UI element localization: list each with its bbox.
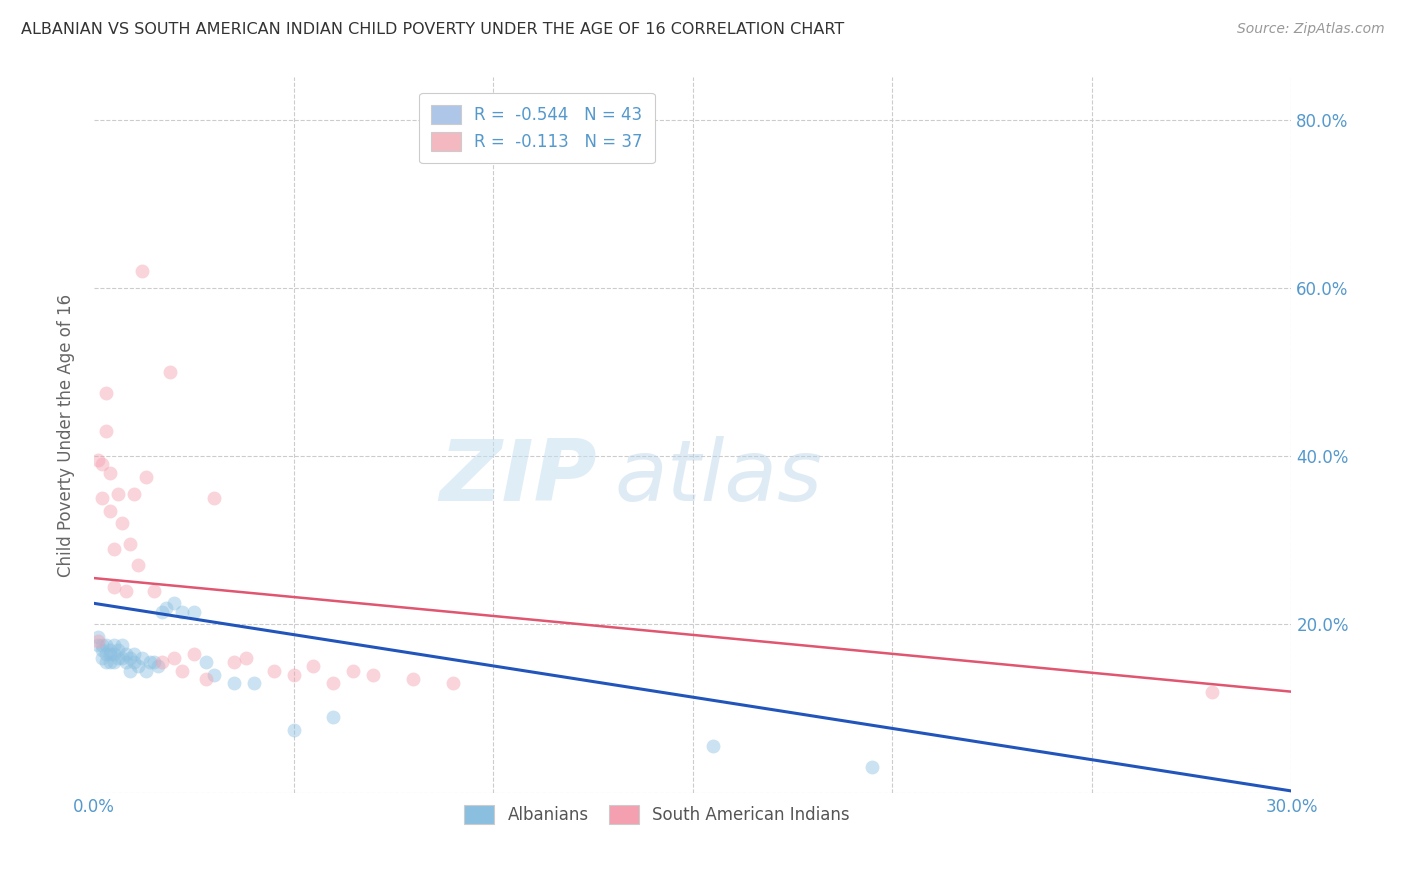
Point — [194, 655, 217, 669]
Text: atlas: atlas — [614, 436, 823, 519]
Point — [111, 516, 134, 531]
Point — [150, 605, 173, 619]
Point — [118, 651, 141, 665]
Point — [87, 634, 110, 648]
Point — [322, 676, 344, 690]
Point — [115, 655, 138, 669]
Point — [103, 647, 125, 661]
Point — [139, 655, 162, 669]
Point — [202, 491, 225, 505]
Point — [242, 676, 264, 690]
Point — [131, 651, 153, 665]
Point — [115, 647, 138, 661]
Point — [283, 668, 305, 682]
Point — [860, 760, 883, 774]
Point — [122, 487, 145, 501]
Point — [94, 639, 117, 653]
Text: Source: ZipAtlas.com: Source: ZipAtlas.com — [1237, 22, 1385, 37]
Point — [90, 639, 112, 653]
Point — [263, 664, 285, 678]
Point — [142, 583, 165, 598]
Legend: Albanians, South American Indians: Albanians, South American Indians — [454, 795, 859, 834]
Point — [111, 651, 134, 665]
Point — [118, 537, 141, 551]
Point — [115, 583, 138, 598]
Point — [90, 651, 112, 665]
Point — [90, 458, 112, 472]
Point — [127, 659, 149, 673]
Point — [222, 655, 245, 669]
Point — [142, 655, 165, 669]
Point — [131, 264, 153, 278]
Point — [90, 491, 112, 505]
Point — [122, 647, 145, 661]
Point — [363, 668, 385, 682]
Point — [441, 676, 464, 690]
Point — [194, 672, 217, 686]
Point — [87, 630, 110, 644]
Point — [163, 651, 186, 665]
Point — [402, 672, 425, 686]
Point — [202, 668, 225, 682]
Point — [103, 541, 125, 556]
Point — [283, 723, 305, 737]
Point — [98, 642, 121, 657]
Point — [111, 639, 134, 653]
Point — [127, 558, 149, 573]
Point — [107, 487, 129, 501]
Point — [98, 655, 121, 669]
Point — [94, 424, 117, 438]
Point — [150, 655, 173, 669]
Point — [103, 639, 125, 653]
Point — [170, 605, 193, 619]
Point — [322, 710, 344, 724]
Point — [235, 651, 257, 665]
Point — [155, 600, 177, 615]
Text: ZIP: ZIP — [439, 436, 598, 519]
Point — [90, 642, 112, 657]
Point — [146, 659, 169, 673]
Point — [94, 647, 117, 661]
Point — [107, 642, 129, 657]
Point — [87, 453, 110, 467]
Point — [342, 664, 364, 678]
Point — [135, 470, 157, 484]
Point — [103, 580, 125, 594]
Point — [135, 664, 157, 678]
Point — [87, 639, 110, 653]
Point — [170, 664, 193, 678]
Y-axis label: Child Poverty Under the Age of 16: Child Poverty Under the Age of 16 — [58, 293, 75, 576]
Point — [98, 504, 121, 518]
Point — [98, 647, 121, 661]
Point — [107, 651, 129, 665]
Point — [103, 655, 125, 669]
Point — [122, 655, 145, 669]
Point — [94, 386, 117, 401]
Point — [94, 655, 117, 669]
Point — [118, 664, 141, 678]
Point — [222, 676, 245, 690]
Point — [1201, 684, 1223, 698]
Point — [183, 647, 205, 661]
Point — [98, 466, 121, 480]
Text: ALBANIAN VS SOUTH AMERICAN INDIAN CHILD POVERTY UNDER THE AGE OF 16 CORRELATION : ALBANIAN VS SOUTH AMERICAN INDIAN CHILD … — [21, 22, 845, 37]
Point — [183, 605, 205, 619]
Point — [702, 739, 724, 754]
Point — [163, 596, 186, 610]
Point — [302, 659, 325, 673]
Point — [159, 365, 181, 379]
